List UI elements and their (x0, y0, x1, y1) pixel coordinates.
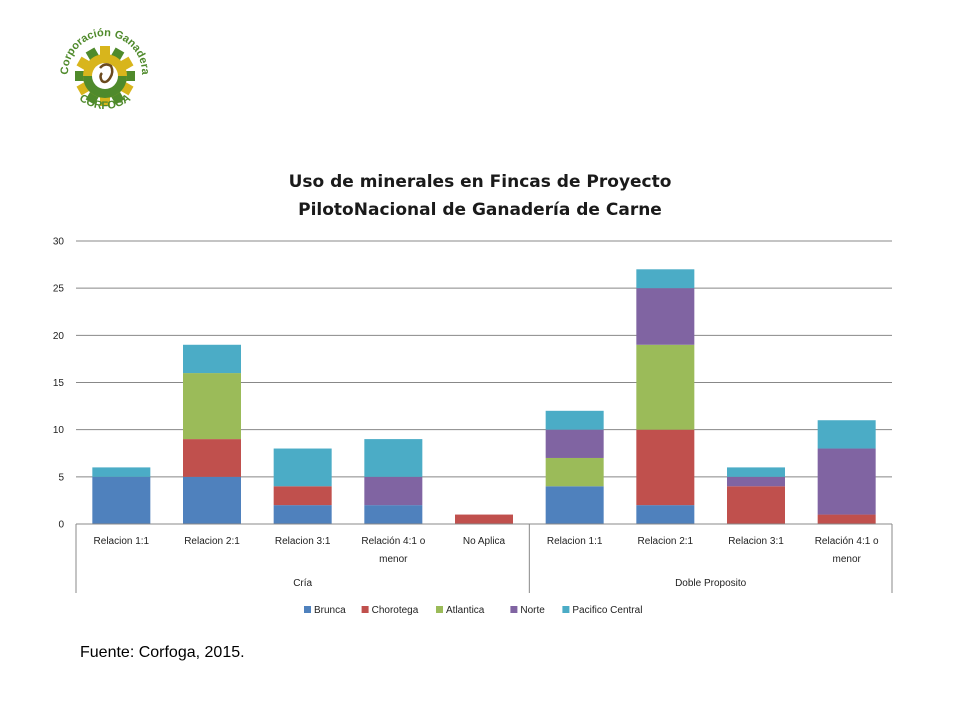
gear-icon (75, 46, 135, 106)
x-tick-label: Relación 4:1 o (815, 536, 879, 547)
gear-tooth (100, 46, 110, 56)
bar-segment (183, 439, 241, 477)
chart-title-line-2: PilotoNacional de Ganadería de Carne (298, 200, 662, 220)
bar-segment (545, 410, 604, 430)
bar-segment (727, 486, 785, 524)
gear-tooth (75, 71, 85, 81)
x-tick-label: No Aplica (463, 536, 506, 547)
x-tick-label: Relacion 2:1 (184, 536, 240, 547)
x-tick-label: menor (379, 554, 408, 565)
bar-segment (92, 476, 151, 524)
logo-text-bottom: CORFOGA (77, 92, 133, 112)
group-label: Doble Proposito (675, 578, 747, 589)
y-tick-label: 10 (53, 425, 65, 436)
legend-label: Atlantica (446, 605, 485, 616)
corfoga-logo: Corporación Ganadera CORFOGA (59, 27, 151, 112)
y-tick-label: 15 (53, 378, 65, 389)
x-tick-label: Relacion 1:1 (94, 536, 150, 547)
legend-label: Norte (520, 605, 545, 616)
bar-segment (636, 344, 695, 430)
bar-segment (817, 448, 876, 515)
x-tick-label: Relacion 2:1 (638, 536, 694, 547)
x-tick-label: Relacion 3:1 (275, 536, 331, 547)
group-label: Cría (293, 578, 312, 589)
bar-segment (273, 505, 332, 524)
gear-tooth (100, 96, 110, 106)
y-tick-label: 30 (53, 237, 65, 248)
x-tick-label: Relación 4:1 o (361, 536, 425, 547)
bar-segment (183, 373, 241, 440)
svg-text:CORFOGA: CORFOGA (77, 92, 133, 112)
bar-segment (92, 467, 151, 477)
bar-segment (817, 420, 876, 449)
chart-title-line-1: Uso de minerales en Fincas de Proyecto (288, 172, 672, 192)
x-tick-label: Relacion 3:1 (728, 536, 784, 547)
bar-segment (183, 476, 241, 524)
bar-segment (273, 448, 332, 487)
source-note: Fuente: Corfoga, 2015. (80, 644, 245, 661)
bar-segment (183, 344, 241, 374)
x-tick-label: Relacion 1:1 (547, 536, 603, 547)
legend-label: Brunca (314, 605, 346, 616)
legend-label: Pacifico Central (572, 605, 642, 616)
bar-segment (545, 457, 604, 487)
bar-segment (545, 486, 604, 524)
bar-segment (636, 288, 695, 345)
y-tick-label: 20 (53, 331, 65, 342)
chart-title: Uso de minerales en Fincas de Proyecto P… (70, 168, 890, 224)
y-tick-label: 25 (53, 284, 65, 295)
bar-segment (364, 476, 423, 506)
bar-segment (817, 514, 876, 524)
legend-swatch (304, 606, 311, 613)
bar-segment (364, 439, 423, 477)
bar-segment (727, 467, 785, 477)
legend-swatch (436, 606, 443, 613)
bar-segment (636, 429, 695, 506)
gear-tooth (125, 71, 135, 81)
x-tick-label: menor (832, 554, 861, 565)
legend-label: Chorotega (372, 605, 419, 616)
legend-swatch (510, 606, 518, 613)
legend-swatch (361, 606, 369, 613)
bar-segment (364, 505, 423, 524)
legend-swatch (562, 606, 570, 613)
y-tick-label: 5 (58, 472, 64, 483)
bar-segment (636, 505, 695, 524)
bar-segment (545, 429, 604, 458)
y-tick-label: 0 (58, 520, 64, 531)
bar-segment (636, 269, 695, 289)
bar-segment (455, 514, 513, 524)
bar-segment (727, 476, 785, 487)
bar-segment (273, 486, 332, 506)
